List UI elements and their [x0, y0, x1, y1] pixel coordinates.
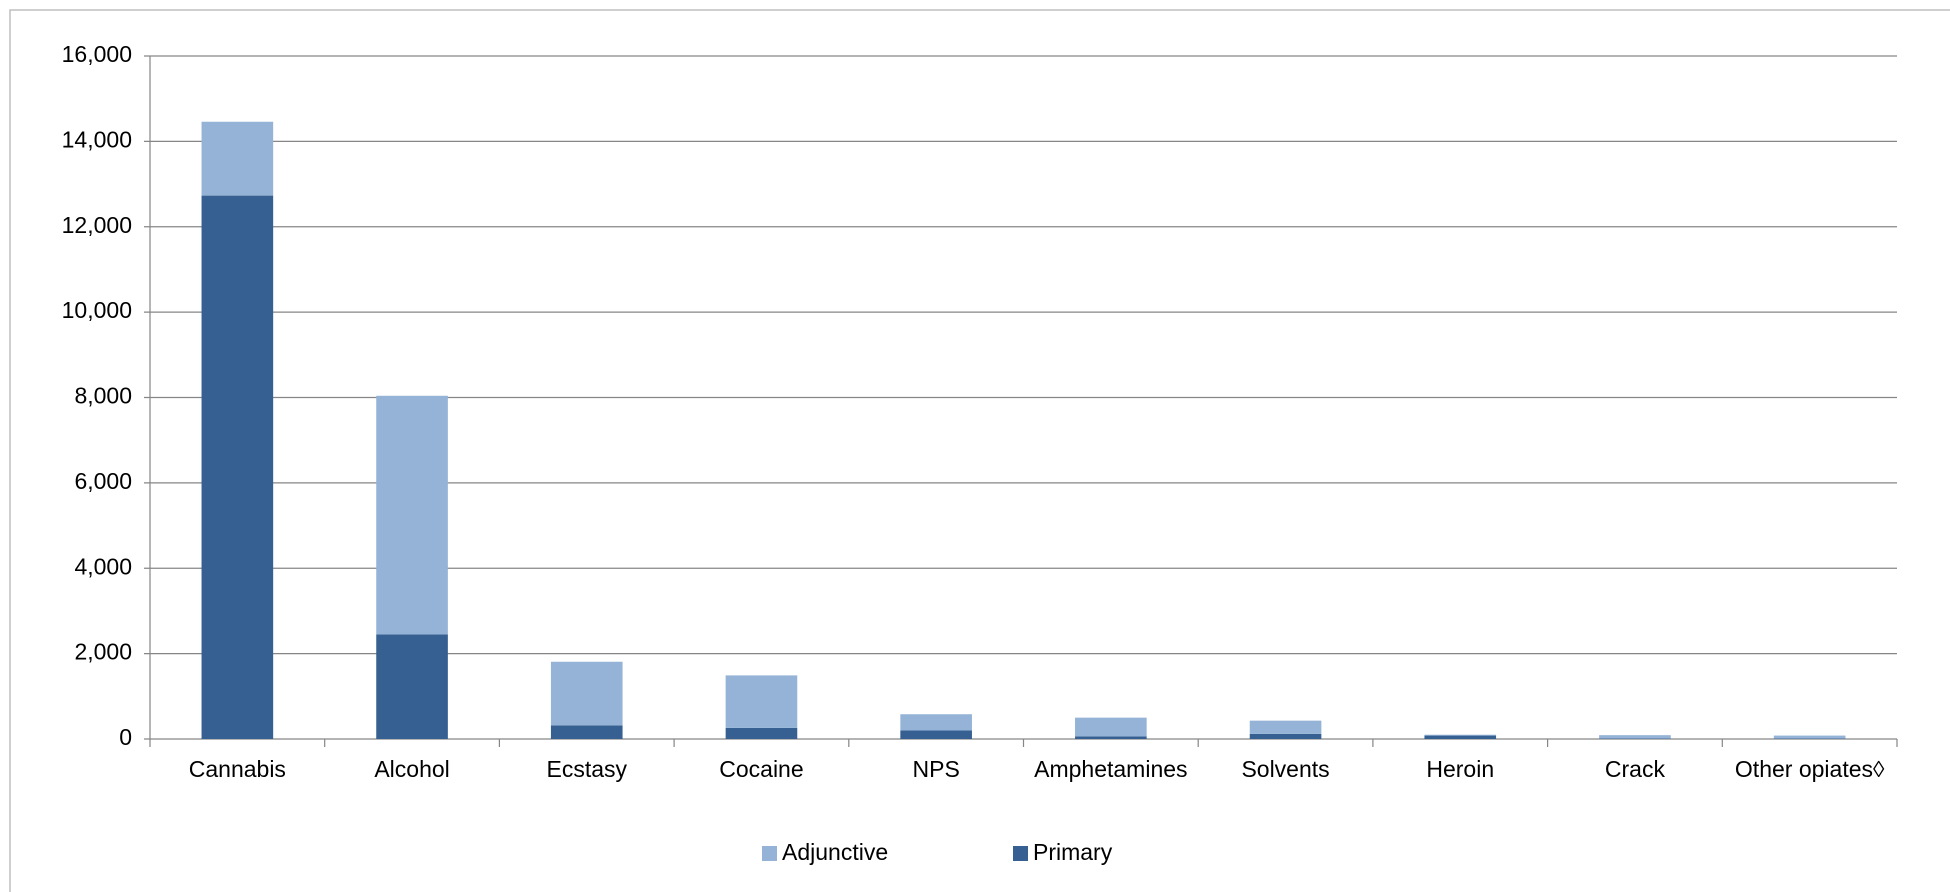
x-tick-label: Cocaine	[719, 756, 803, 782]
x-tick-label: Crack	[1605, 756, 1666, 782]
y-tick-label: 4,000	[74, 553, 132, 579]
legend-swatch	[762, 846, 777, 861]
x-tick-label: Alcohol	[374, 756, 449, 782]
x-tick-label: Ecstasy	[546, 756, 627, 782]
bar-segment	[1249, 720, 1322, 734]
y-tick-label: 6,000	[74, 468, 132, 494]
x-tick-label: Heroin	[1426, 756, 1494, 782]
bar-segment	[550, 661, 623, 726]
bar-segment	[1773, 735, 1846, 739]
bar-segment	[900, 730, 972, 739]
bar-segment	[1424, 735, 1497, 739]
bar-segment	[376, 634, 448, 739]
y-tick-label: 10,000	[62, 297, 132, 323]
x-tick-label: Amphetamines	[1034, 756, 1187, 782]
y-tick-label: 8,000	[74, 383, 132, 409]
chart-frame	[9, 9, 1950, 892]
y-tick-label: 16,000	[62, 41, 132, 67]
legend-swatch	[1013, 846, 1028, 861]
y-tick-label: 14,000	[62, 126, 132, 152]
legend-label: Adjunctive	[782, 839, 888, 865]
y-tick-label: 12,000	[62, 212, 132, 238]
bar-segment	[1075, 736, 1147, 739]
bar-segment	[376, 395, 448, 635]
bar-segment	[201, 121, 274, 196]
x-tick-label: Other opiates◊	[1735, 756, 1885, 782]
bar-segment	[900, 714, 972, 731]
bar-segment	[1599, 735, 1671, 739]
y-tick-label: 0	[119, 724, 132, 750]
bar-segment	[725, 727, 798, 739]
x-tick-label: NPS	[913, 756, 960, 782]
bar-segment	[725, 675, 798, 728]
x-tick-label: Cannabis	[189, 756, 286, 782]
bar-segment	[1424, 734, 1497, 736]
bar-segment	[201, 195, 274, 739]
y-tick-label: 2,000	[74, 639, 132, 665]
bar-segment	[1075, 717, 1147, 737]
bar-segment	[1249, 733, 1322, 739]
x-tick-label: Solvents	[1241, 756, 1329, 782]
bar-segment	[550, 725, 623, 739]
legend-label: Primary	[1033, 839, 1113, 865]
